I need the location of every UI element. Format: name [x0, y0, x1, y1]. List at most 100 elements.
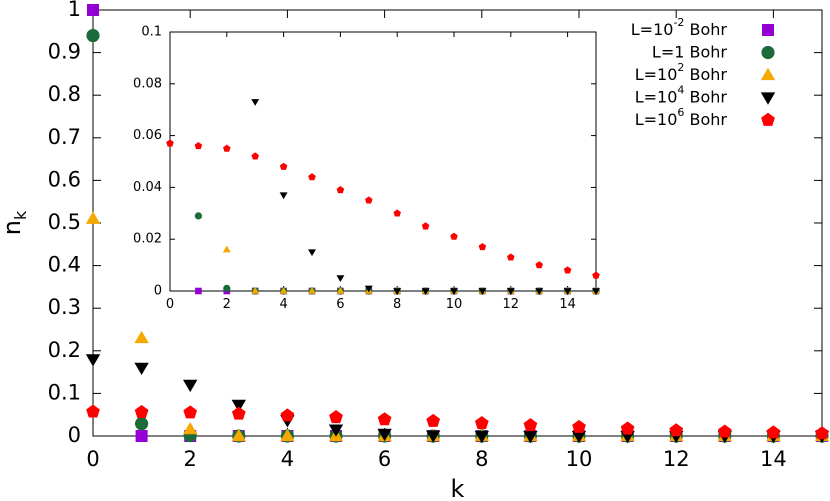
data-point-series-5	[377, 412, 392, 426]
data-point-series-4	[523, 430, 538, 444]
inset-x-tick-label: 2	[223, 297, 231, 312]
inset-data-point-series-4	[421, 288, 430, 295]
main-x-tick-label: 4	[281, 447, 294, 471]
data-point-series-2	[86, 28, 100, 43]
inset-data-point-series-5	[393, 209, 401, 217]
inset-x-tick-label: 10	[446, 297, 463, 312]
main-y-tick-label: 0.9	[48, 40, 81, 64]
inset-data-point-series-4	[308, 249, 316, 257]
inset-data-point-series-5	[535, 261, 543, 269]
inset-data-point-series-3	[279, 287, 288, 294]
data-point-series-3	[231, 428, 246, 442]
data-point-series-3	[280, 428, 295, 442]
inset-y-tick-label: 0.02	[133, 232, 162, 247]
legend-entry-label: L=1 Bohr	[652, 42, 727, 61]
inset-x-tick-label: 4	[279, 297, 287, 312]
inset-y-tick-label: 0	[154, 284, 162, 299]
inset-y-tick-label: 0.06	[133, 128, 162, 143]
legend-entry-label: L=10-2 Bohr	[631, 16, 728, 39]
data-point-series-3	[134, 330, 149, 344]
main-x-tick-label: 2	[184, 447, 197, 471]
main-y-tick-label: 0.5	[48, 210, 81, 234]
inset-data-point-series-5	[421, 222, 430, 230]
inset-data-point-series-5	[223, 144, 231, 152]
x-axis-label: k	[451, 475, 465, 501]
inset-data-point-series-5	[563, 266, 572, 274]
inset-data-point-series-5	[279, 162, 288, 170]
y-axis-label-main: n	[0, 220, 26, 235]
main-x-tick-label: 0	[86, 447, 99, 471]
main-x-tick-label: 14	[760, 447, 787, 471]
main-x-tick-label: 10	[566, 447, 593, 471]
inset-data-point-series-5	[592, 271, 600, 279]
inset-data-point-series-4	[535, 288, 544, 295]
legend-entry-label: L=104 Bohr	[635, 84, 728, 107]
inset-x-tick-label: 0	[166, 297, 174, 312]
data-point-series-4	[426, 430, 441, 443]
inset-data-point-series-1	[195, 287, 202, 295]
legend-entry-label: L=106 Bohr	[635, 106, 728, 129]
main-y-tick-label: 0.6	[48, 167, 81, 191]
inset-data-point-series-4	[563, 288, 572, 295]
data-point-series-5	[280, 408, 295, 422]
legend-marker-series-5	[761, 112, 775, 126]
inset-x-tick-label: 8	[393, 297, 401, 312]
legend-marker-series-4	[760, 92, 776, 105]
inset-y-tick-label: 0.04	[133, 180, 162, 195]
inset-data-point-series-5	[308, 173, 316, 181]
data-point-series-4	[377, 428, 392, 442]
inset-x-tick-label: 6	[336, 297, 344, 312]
inset-data-point-series-4	[251, 99, 260, 106]
legend-entry-label: L=102 Bohr	[635, 61, 728, 84]
data-point-series-2	[135, 417, 149, 431]
data-point-series-5	[523, 418, 538, 432]
data-point-series-5	[86, 404, 100, 418]
main-y-tick-label: 1	[68, 0, 81, 21]
inset-data-point-series-5	[336, 186, 345, 194]
inset-data-point-series-5	[166, 139, 174, 147]
data-point-series-5	[183, 405, 198, 419]
inset-data-point-series-4	[450, 288, 458, 295]
data-point-series-5	[620, 421, 635, 435]
data-point-series-5	[231, 406, 246, 420]
data-point-series-4	[134, 362, 149, 376]
main-x-tick-label: 12	[663, 447, 690, 471]
data-point-series-4	[85, 354, 101, 367]
inset-data-point-series-5	[194, 142, 203, 150]
inset-data-point-series-4	[393, 288, 402, 295]
inset-x-tick-label: 14	[559, 297, 576, 312]
data-point-series-5	[426, 413, 441, 427]
data-point-series-5	[134, 404, 149, 418]
data-point-series-5	[815, 426, 829, 440]
legend-marker-series-2	[761, 45, 775, 60]
inset-y-tick-label: 0.1	[141, 25, 162, 40]
data-point-series-5	[572, 419, 586, 433]
inset-data-point-series-3	[308, 287, 316, 294]
data-point-series-1	[87, 4, 99, 16]
data-point-series-3	[183, 421, 198, 435]
inset-data-point-series-2	[223, 284, 231, 293]
main-y-tick-label: 0.1	[48, 380, 81, 404]
data-point-series-1	[135, 430, 148, 442]
inset-x-tick-label: 12	[503, 297, 520, 312]
inset-markers	[166, 99, 600, 295]
inset-data-point-series-5	[507, 253, 515, 261]
inset-data-point-series-4	[592, 288, 600, 295]
data-point-series-5	[717, 424, 732, 438]
data-point-series-4	[183, 379, 198, 393]
inset-frame	[169, 31, 597, 292]
data-point-series-3	[85, 211, 101, 224]
inset-data-point-series-3	[251, 287, 260, 294]
inset-data-point-series-5	[450, 232, 458, 240]
data-point-series-4	[474, 430, 489, 444]
inset-data-point-series-5	[478, 243, 487, 251]
data-point-series-4	[231, 399, 246, 413]
main-y-tick-label: 0.2	[48, 338, 81, 362]
inset-data-point-series-4	[279, 192, 288, 200]
inset-data-point-series-4	[364, 285, 373, 293]
inset-data-point-series-4	[336, 275, 345, 283]
data-point-series-5	[669, 423, 684, 437]
main-markers	[85, 4, 830, 444]
